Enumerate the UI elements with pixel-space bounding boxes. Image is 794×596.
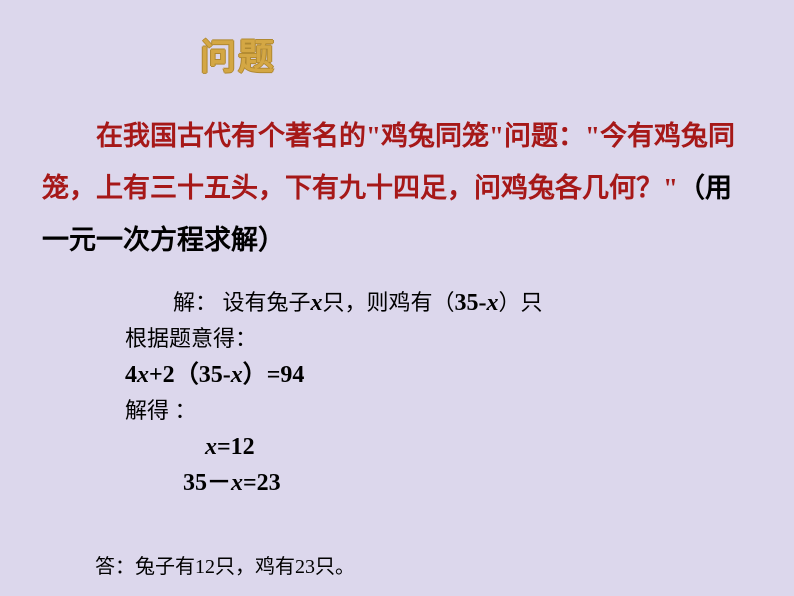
sol-line-4: 解得 ： (125, 393, 543, 429)
sol-l1-b: 只，则鸡有（ (323, 290, 455, 315)
answer-line: 答：兔子有12只，鸡有23只。 (95, 550, 355, 579)
sol-line-5: x=12 (205, 429, 543, 465)
sol-l3-c: =94 (267, 362, 305, 388)
sol-l1-c: ）只 (499, 290, 543, 315)
problem-text: 在我国古代有个著名的"鸡兔同笼"问题："今有鸡兔同笼，上有三十五头，下有九十四足… (42, 110, 752, 266)
problem-red: 在我国古代有个著名的"鸡兔同笼"问题："今有鸡兔同笼，上有三十五头，下有九十四足… (42, 121, 735, 203)
var-x-1: x (311, 290, 323, 316)
sol-l3-b: +2 (149, 362, 175, 388)
sol-l3-a: 4 (125, 362, 137, 388)
sol-l1-a: 解： 设有兔子 (173, 290, 311, 315)
sol-line-1: 解： 设有兔子x只，则鸡有（35-x）只 (173, 285, 543, 321)
var-35mx: 35-x (455, 290, 499, 316)
var-x-2: x (137, 362, 149, 388)
sol-l3-paren: （35-x） (175, 362, 267, 388)
solution-block: 解： 设有兔子x只，则鸡有（35-x）只 根据题意得： 4x+2（35-x）=9… (125, 285, 543, 501)
minus-wide: － (207, 470, 231, 496)
sol-l6-a: 35 (183, 470, 207, 496)
var-x-4: x (231, 470, 243, 496)
sol-line-3: 4x+2（35-x）=94 (125, 357, 543, 393)
sol-l6-b: =23 (243, 470, 281, 496)
page-title: 问题 (200, 28, 276, 80)
var-x-3: x (205, 434, 217, 460)
sol-line-6: 35－x=23 (183, 465, 543, 501)
sol-l5-a: =12 (217, 434, 255, 460)
sol-line-2: 根据题意得： (125, 321, 543, 357)
